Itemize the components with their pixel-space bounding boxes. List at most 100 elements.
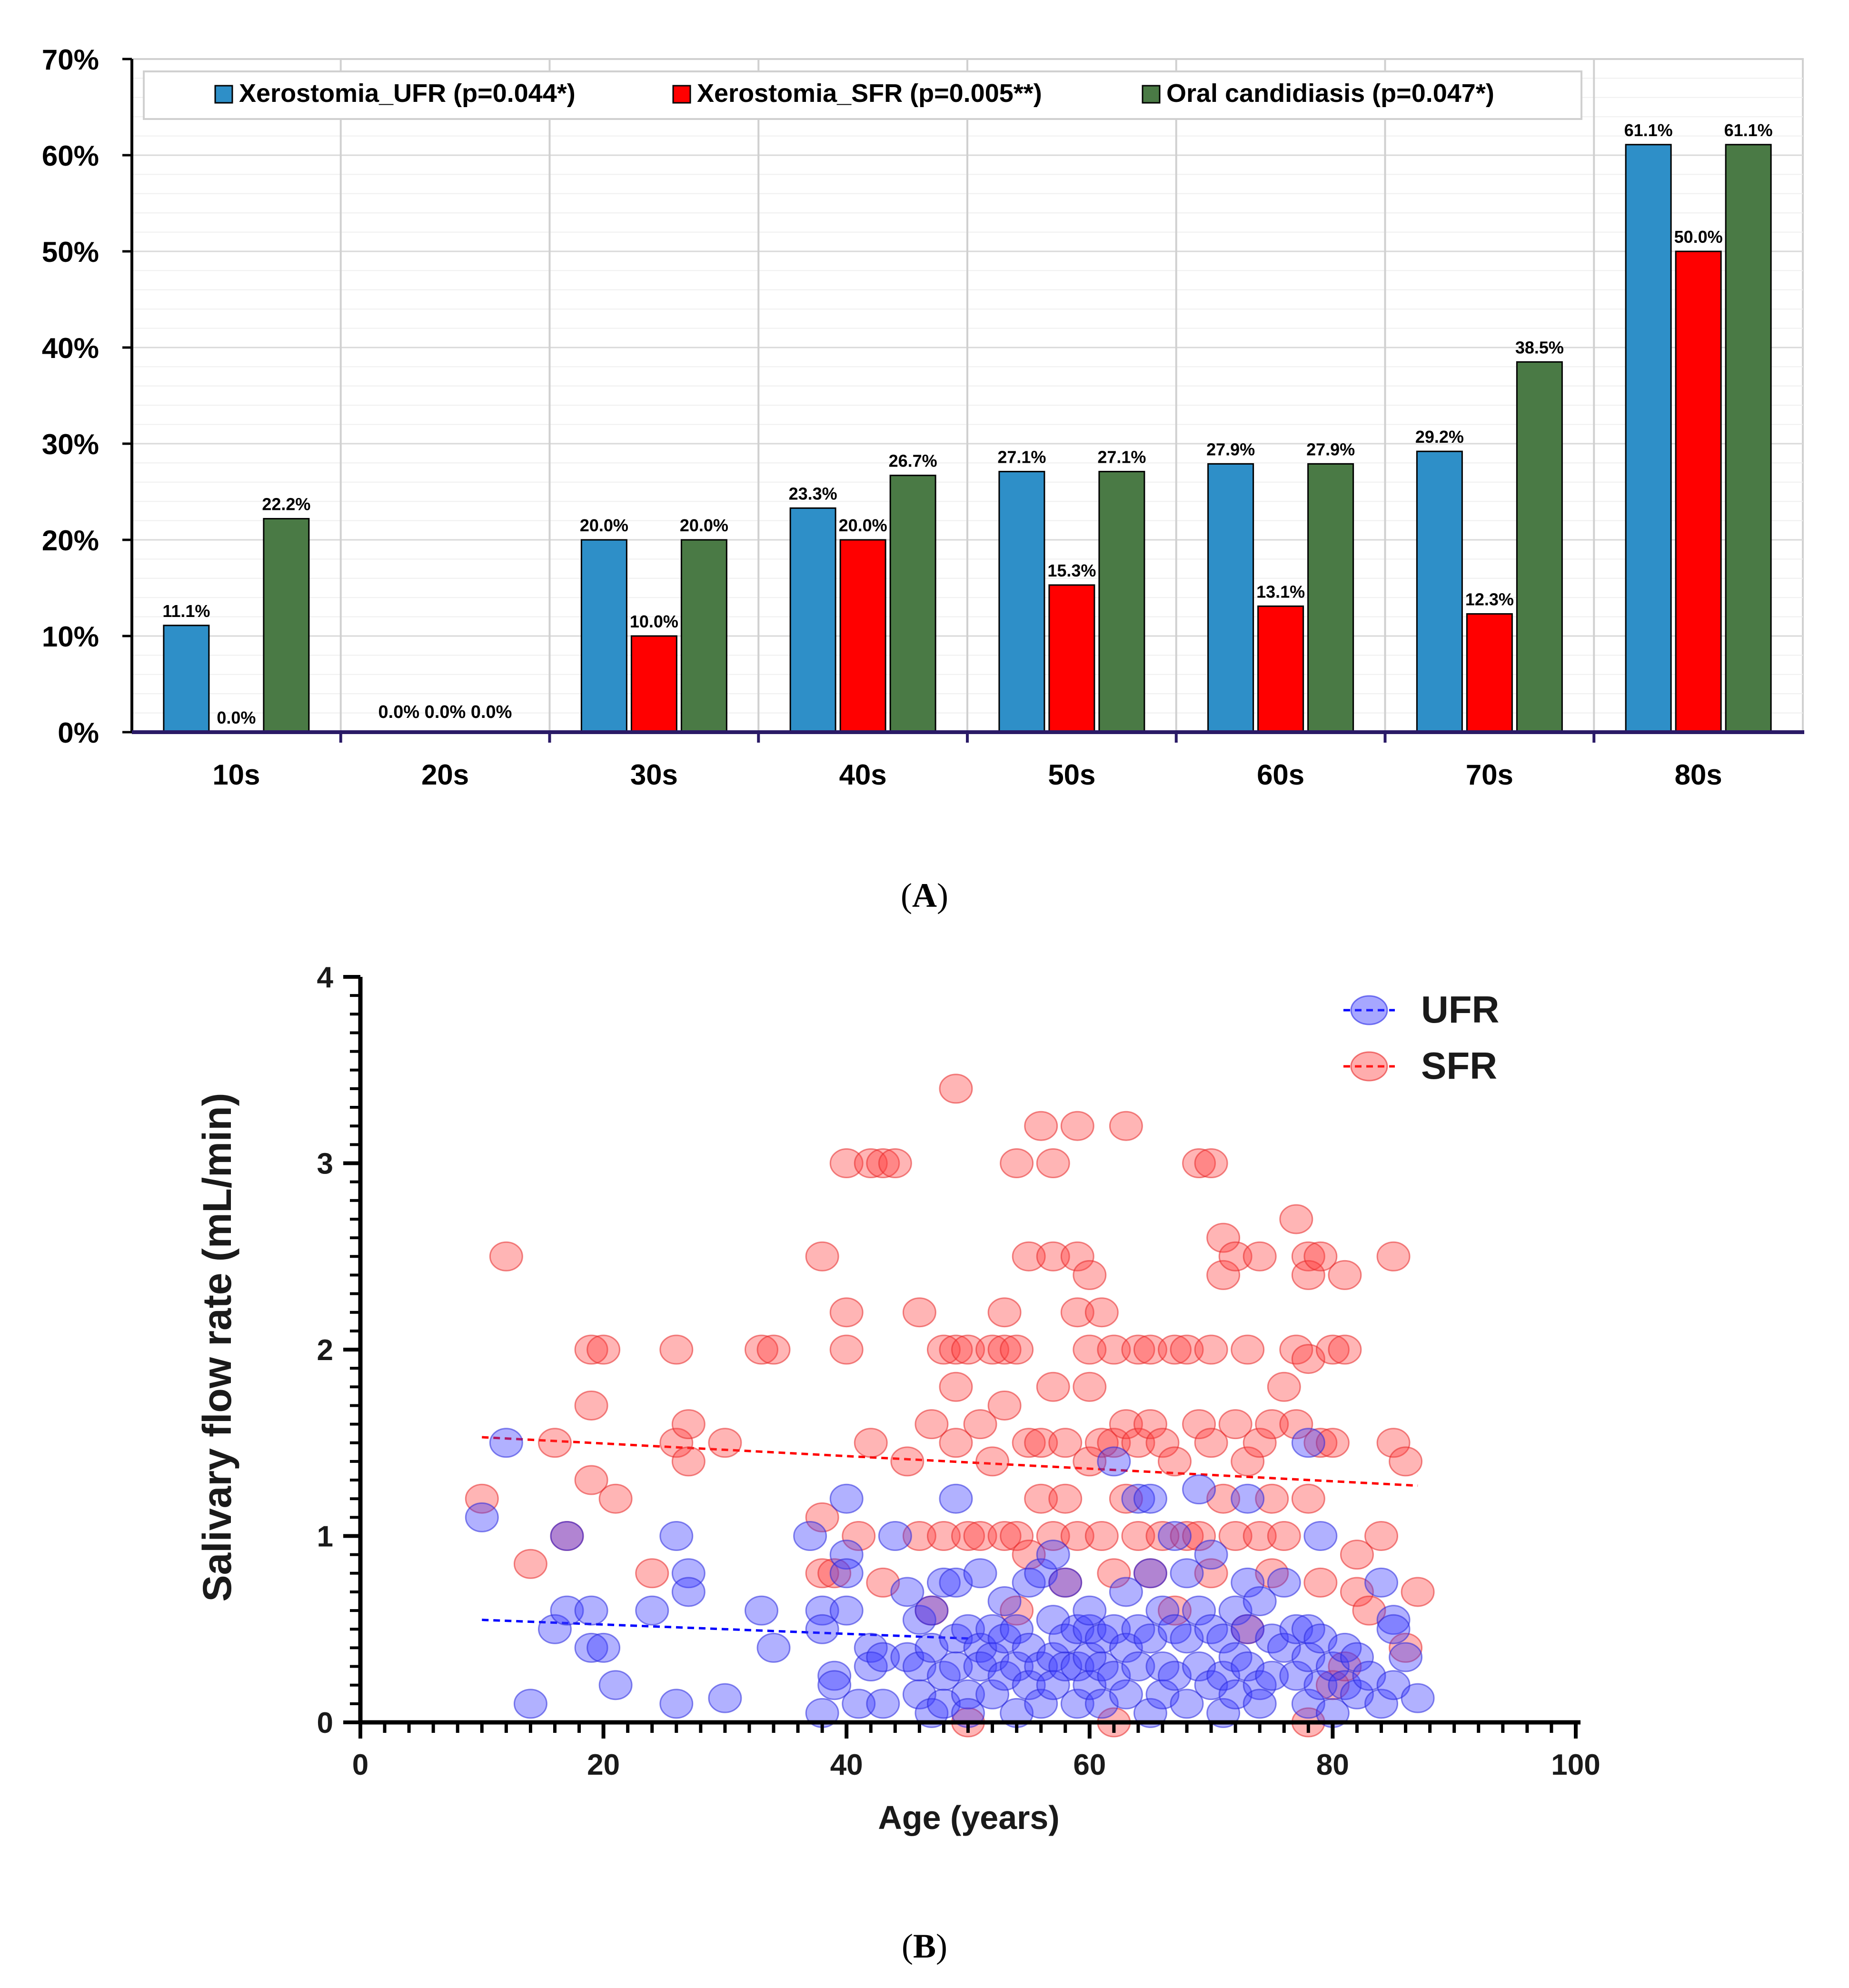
point-ufr: [890, 1577, 924, 1607]
point-ufr: [987, 1586, 1022, 1617]
point-sfr: [1206, 1223, 1241, 1253]
point-sfr: [1084, 1521, 1119, 1551]
y-tick-label: 40%: [42, 332, 99, 364]
bar-value-label: 20.0%: [580, 516, 628, 535]
point-ufr: [1182, 1595, 1216, 1626]
bar-80s-series-2: [1725, 144, 1772, 733]
bar-50s-series-2: [1098, 471, 1145, 733]
point-sfr: [1364, 1521, 1399, 1551]
point-sfr: [902, 1297, 936, 1328]
point-sfr: [1073, 1334, 1107, 1365]
point-sfr: [1194, 1428, 1228, 1458]
point-ufr: [1097, 1614, 1131, 1644]
point-ufr: [537, 1614, 572, 1644]
point-sfr: [1231, 1334, 1265, 1365]
x-tick-label: 50s: [1048, 759, 1095, 791]
point-ufr: [1389, 1642, 1423, 1672]
point-sfr: [1401, 1577, 1435, 1607]
point-sfr: [1060, 1241, 1094, 1272]
point-sfr: [1158, 1446, 1192, 1477]
point-ufr: [817, 1660, 852, 1691]
point-sfr: [1291, 1241, 1325, 1272]
panel-b-legend: UFR SFR: [1343, 988, 1499, 1087]
point-sfr: [1109, 1483, 1143, 1514]
point-ufr: [805, 1595, 839, 1626]
point-sfr: [1060, 1521, 1094, 1551]
point-ufr: [939, 1651, 973, 1682]
point-sfr: [671, 1446, 706, 1477]
point-ufr: [829, 1483, 864, 1514]
legend-label-xerostomia-sfr: Xerostomia_SFR (p=0.005**): [697, 79, 1042, 108]
point-sfr: [635, 1558, 669, 1589]
panel-a-legend-box: [143, 70, 1582, 120]
x-tick-label: 40s: [839, 759, 887, 791]
point-ufr: [1109, 1679, 1143, 1710]
bar-40s-series-0: [789, 507, 836, 733]
point-sfr: [829, 1148, 864, 1178]
bar-60s-series-0: [1207, 463, 1254, 733]
y-tick-label: 2: [317, 1334, 333, 1367]
point-sfr: [926, 1334, 961, 1365]
point-sfr: [1328, 1334, 1362, 1365]
panel-a-bar-labels: 11.1%20.0%23.3%27.1% 27.9%29.2%61.1%0.0%1…: [162, 120, 1772, 727]
point-sfr: [1121, 1521, 1155, 1551]
bar-value-label: 27.9%: [1306, 439, 1355, 459]
point-sfr: [1182, 1409, 1216, 1440]
point-sfr: [1097, 1558, 1131, 1589]
point-sfr: [574, 1334, 608, 1365]
point-ufr: [756, 1632, 791, 1663]
bar-70s-series-2: [1516, 361, 1563, 733]
panel-b-scatter-chart: 0 20 40 60 80 100 0 1 2 3 4 Age (years) Salivary …: [195, 961, 1600, 1965]
trendline-ufr: [482, 1619, 968, 1640]
point-sfr: [1024, 1483, 1058, 1514]
bar-50s-series-0: [998, 471, 1045, 733]
bar-value-label: 29.2%: [1415, 427, 1464, 447]
point-sfr: [1048, 1483, 1083, 1514]
point-ufr: [1364, 1689, 1399, 1719]
legend-marker-sfr: [1350, 1051, 1388, 1082]
point-sfr: [1291, 1260, 1325, 1290]
legend-label-xerostomia-ufr: Xerostomia_UFR (p=0.044*): [239, 79, 576, 108]
point-sfr: [951, 1334, 985, 1365]
point-sfr: [1024, 1428, 1058, 1458]
point-ufr: [829, 1558, 864, 1589]
point-ufr: [1243, 1586, 1277, 1617]
point-ufr: [1170, 1558, 1204, 1589]
point-sfr: [1206, 1260, 1241, 1290]
y-tick-label: 0%: [58, 717, 99, 749]
y-tick-label: 30%: [42, 428, 99, 460]
point-sfr: [465, 1483, 499, 1514]
point-ufr: [951, 1614, 985, 1644]
x-tick-label: 100: [1551, 1749, 1600, 1781]
bar-value-label: 11.1%: [162, 601, 210, 621]
point-sfr: [1376, 1428, 1411, 1458]
bar-value-label: 38.5%: [1515, 338, 1564, 357]
point-sfr: [489, 1241, 523, 1272]
point-sfr: [1255, 1483, 1289, 1514]
point-ufr: [513, 1689, 547, 1719]
point-sfr: [939, 1074, 973, 1104]
point-sfr: [1243, 1241, 1277, 1272]
point-sfr: [1036, 1372, 1070, 1402]
bar-60s-series-1: [1257, 605, 1304, 733]
bar-80s-series-1: [1675, 250, 1722, 733]
point-ufr: [1036, 1670, 1070, 1700]
point-sfr: [1145, 1428, 1180, 1458]
point-sfr: [1073, 1446, 1107, 1477]
point-sfr: [1121, 1428, 1155, 1458]
point-ufr: [1291, 1428, 1325, 1458]
point-sfr: [1243, 1521, 1277, 1551]
y-tick-label: 50%: [42, 236, 99, 268]
point-sfr: [1036, 1148, 1070, 1178]
point-sfr: [671, 1409, 706, 1440]
point-sfr: [1340, 1540, 1374, 1570]
point-sfr: [963, 1409, 997, 1440]
legend-label-ufr: UFR: [1421, 988, 1499, 1031]
legend-label-oral-candidiasis: Oral candidiasis (p=0.047*): [1166, 79, 1494, 108]
point-ufr: [915, 1595, 949, 1626]
trendline-sfr: [482, 1436, 1418, 1487]
bar-30s-series-1: [630, 635, 677, 733]
bar-50s-series-1: [1048, 584, 1095, 733]
x-tick-label: 30s: [630, 759, 678, 791]
